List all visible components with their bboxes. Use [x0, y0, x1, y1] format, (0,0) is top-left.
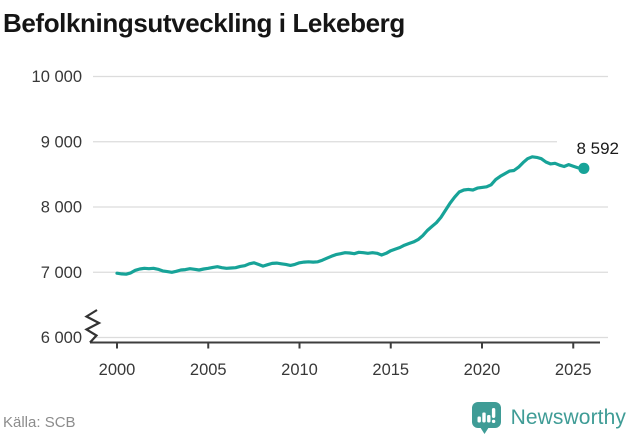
latest-point-marker [578, 162, 590, 174]
y-tick-label: 10 000 [32, 68, 82, 86]
x-tick-label: 2020 [464, 361, 501, 379]
x-tick-label: 2000 [99, 361, 136, 379]
population-line-chart: 6 000 7 000 8 000 9 000 10 000 2000 2005 2010 20… [32, 68, 621, 379]
brand-name: Newsworthy [510, 406, 626, 429]
axis-break-icon [84, 309, 102, 344]
y-tick-label: 8 000 [41, 199, 82, 217]
latest-value-label-bg [557, 137, 621, 160]
source-attribution: Källa: SCB [3, 414, 76, 431]
x-tick-label: 2025 [555, 361, 592, 379]
chart-footer: Källa: SCB Newsworthy [0, 399, 631, 439]
page-title: Befolkningsutveckling i Lekeberg [3, 8, 405, 38]
newsworthy-logo: Newsworthy [471, 401, 626, 435]
y-tick-label: 6 000 [41, 329, 82, 347]
x-tick-label: 2010 [281, 361, 318, 379]
y-tick-label: 9 000 [41, 133, 82, 151]
latest-value-label: 8 592 [576, 139, 619, 158]
y-tick-label: 7 000 [41, 264, 82, 282]
x-tick-label: 2005 [190, 361, 227, 379]
bar-chart-speech-bubble-icon [471, 402, 501, 434]
x-tick-label: 2015 [372, 361, 409, 379]
population-line [115, 155, 586, 276]
